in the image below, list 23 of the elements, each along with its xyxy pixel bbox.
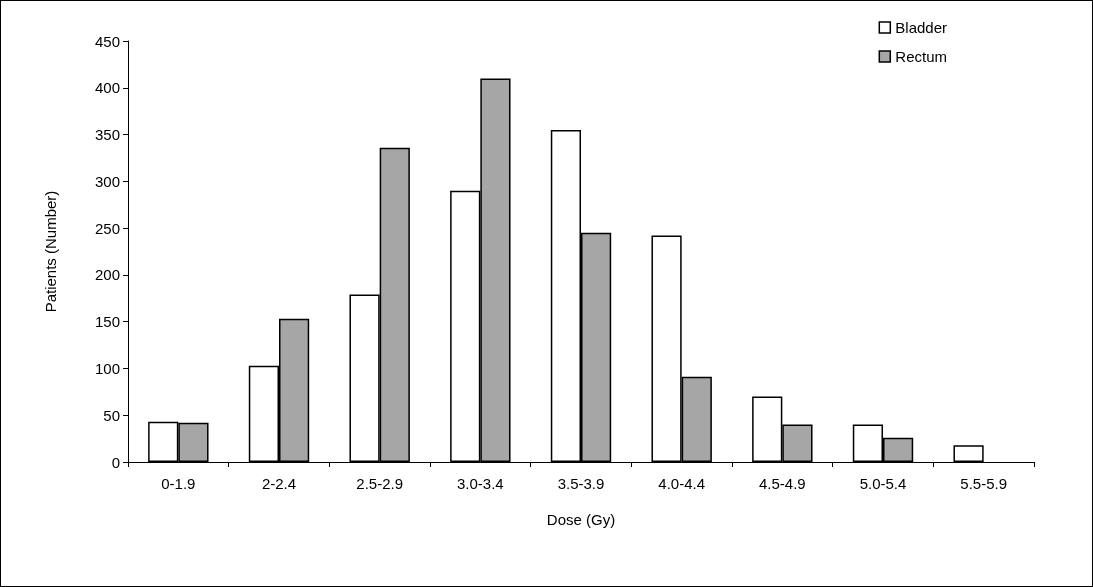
- legend-label: Bladder: [895, 19, 947, 36]
- y-tick-label: 400: [94, 79, 120, 97]
- y-tick-label: 100: [94, 359, 120, 377]
- y-tick-label: 350: [94, 126, 120, 144]
- y-axis-title: Patients (Number): [42, 190, 59, 313]
- x-tick-label: 5.0-5.4: [859, 475, 907, 492]
- x-tick-label: 5.5-5.9: [960, 475, 1008, 492]
- y-tick-label: 250: [94, 219, 120, 237]
- y-tick-label: 300: [94, 172, 120, 190]
- x-tick-label: 3.0-3.4: [456, 475, 504, 492]
- y-tick-label: 0: [111, 453, 120, 471]
- y-tick-label: 150: [94, 313, 120, 331]
- x-tick-label: 0-1.9: [161, 475, 196, 492]
- x-tick-label: 2-2.4: [261, 475, 297, 492]
- legend-label: Rectum: [895, 48, 947, 65]
- y-tick-label: 450: [94, 32, 120, 50]
- x-tick-label: 4.5-4.9: [758, 475, 806, 492]
- x-tick-label: 4.0-4.4: [658, 475, 706, 492]
- x-tick-label: 3.5-3.9: [557, 475, 605, 492]
- y-tick-label: 200: [94, 266, 120, 284]
- y-tick-label: 50: [103, 406, 120, 424]
- x-axis-title: Dose (Gy): [546, 511, 616, 528]
- x-tick-label: 2.5-2.9: [356, 475, 404, 492]
